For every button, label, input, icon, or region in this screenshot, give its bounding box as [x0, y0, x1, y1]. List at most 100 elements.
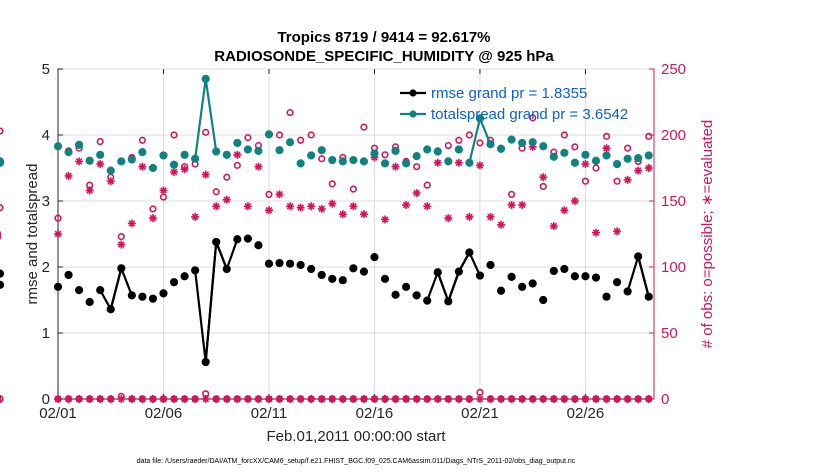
obs-evaluated-marker: [138, 162, 147, 171]
obs-evaluated-marker: [370, 395, 379, 403]
asterisk-stroke: [170, 395, 178, 403]
totalspread-point: [191, 154, 200, 163]
asterisk-stroke: [381, 395, 389, 403]
obs-evaluated-marker: [75, 157, 84, 166]
totalspread-point: [201, 74, 210, 84]
y-right-tick-label: 100: [661, 259, 686, 276]
obs-evaluated-marker: [497, 395, 506, 403]
rmse-point: [612, 278, 622, 287]
asterisk-stroke: [75, 395, 83, 403]
rmse-point: [444, 297, 453, 306]
asterisk-stroke: [107, 177, 115, 185]
rmse-point: [296, 260, 305, 270]
totalspread-point: [85, 156, 94, 165]
asterisk-stroke: [339, 395, 347, 403]
obs-possible-marker: [54, 214, 62, 222]
asterisk-stroke: [328, 200, 336, 208]
obs-evaluated-marker: [191, 212, 200, 221]
asterisk-stroke: [65, 395, 72, 403]
obs-evaluated-marker: [454, 158, 463, 167]
asterisk-stroke: [297, 395, 304, 403]
rmse-point: [328, 274, 337, 283]
asterisk-stroke: [624, 395, 631, 403]
obs-evaluated-marker: [212, 202, 221, 211]
asterisk-stroke: [645, 395, 653, 403]
obs-possible-marker: [539, 182, 547, 191]
data-marks: [0, 74, 653, 403]
obs-possible-marker: [592, 164, 600, 172]
totalspread-point: [591, 156, 601, 165]
obs-evaluated-marker: [634, 166, 643, 175]
legend-label-rmse: rmse grand pr = 1.8355: [431, 85, 587, 102]
asterisk-stroke: [223, 395, 231, 403]
asterisk-stroke: [497, 395, 505, 403]
totalspread-point: [612, 159, 622, 169]
obs-evaluated-marker: [381, 395, 390, 403]
obs-evaluated-marker: [560, 395, 569, 403]
obs-possible-marker: [275, 131, 284, 139]
obs-possible-marker: [244, 134, 252, 142]
rmse-point: [117, 264, 126, 273]
asterisk-stroke: [202, 395, 210, 403]
asterisk-stroke: [571, 197, 579, 205]
asterisk-stroke: [550, 222, 558, 230]
obs-evaluated-marker: [254, 395, 263, 403]
obs-evaluated-marker: [286, 395, 295, 403]
asterisk-stroke: [444, 214, 452, 222]
obs-evaluated-marker: [243, 202, 252, 211]
asterisk-stroke: [339, 210, 347, 218]
obs-evaluated-marker: [591, 395, 600, 403]
obs-evaluated-marker: [613, 227, 622, 236]
obs-evaluated-marker: [507, 395, 516, 403]
rmse-point: [465, 248, 474, 257]
obs-evaluated-marker: [148, 395, 157, 403]
asterisk-stroke: [592, 395, 600, 403]
asterisk-stroke: [402, 201, 410, 209]
obs-evaluated-marker: [127, 219, 136, 228]
obs-evaluated-marker: [54, 230, 62, 238]
obs-evaluated-marker: [275, 395, 284, 403]
obs-evaluated-marker: [180, 395, 189, 403]
obs-evaluated-marker: [518, 395, 527, 403]
obs-evaluated-marker: [423, 202, 432, 211]
obs-evaluated-marker: [570, 197, 579, 205]
totalspread-point: [328, 155, 337, 165]
rmse-point: [507, 272, 516, 281]
obs-possible-marker: [286, 108, 294, 117]
asterisk-stroke: [117, 395, 125, 403]
obs-evaluated-marker: [349, 395, 358, 403]
totalspread-point: [285, 138, 295, 147]
asterisk-stroke: [550, 395, 558, 403]
obs-evaluated-marker: [201, 170, 210, 179]
x-tick-label: 02/06: [145, 405, 183, 422]
y-axis-left-label: rmse and totalspread: [24, 164, 41, 305]
obs-evaluated-marker: [381, 215, 390, 224]
obs-possible-marker: [202, 128, 210, 136]
obs-possible-marker: [318, 155, 326, 163]
rmse-point: [74, 286, 84, 295]
rmse-point: [380, 274, 390, 283]
obs-evaluated-marker: [222, 195, 231, 204]
asterisk-stroke: [276, 191, 283, 198]
obs-evaluated-marker: [539, 395, 548, 403]
totalspread-point: [117, 157, 126, 166]
totalspread-point: [222, 150, 231, 159]
asterisk-stroke: [634, 167, 642, 175]
totalspread-point: [127, 155, 136, 164]
obs-evaluated-marker: [222, 395, 231, 403]
asterisk-stroke: [455, 395, 463, 403]
rmse-point: [169, 278, 179, 287]
asterisk-stroke: [455, 159, 463, 167]
asterisk-stroke: [560, 206, 568, 214]
rmse-point: [64, 270, 73, 280]
obs-possible-marker: [444, 141, 452, 150]
obs-evaluated-marker: [243, 395, 252, 403]
asterisk-stroke: [360, 395, 368, 403]
obs-possible-marker: [507, 190, 516, 198]
totalspread-point: [507, 135, 516, 144]
totalspread-point: [644, 151, 653, 160]
asterisk-stroke: [318, 205, 326, 213]
obs-evaluated-marker: [465, 212, 474, 221]
totalspread-point: [349, 155, 358, 165]
asterisk-stroke: [582, 395, 589, 403]
